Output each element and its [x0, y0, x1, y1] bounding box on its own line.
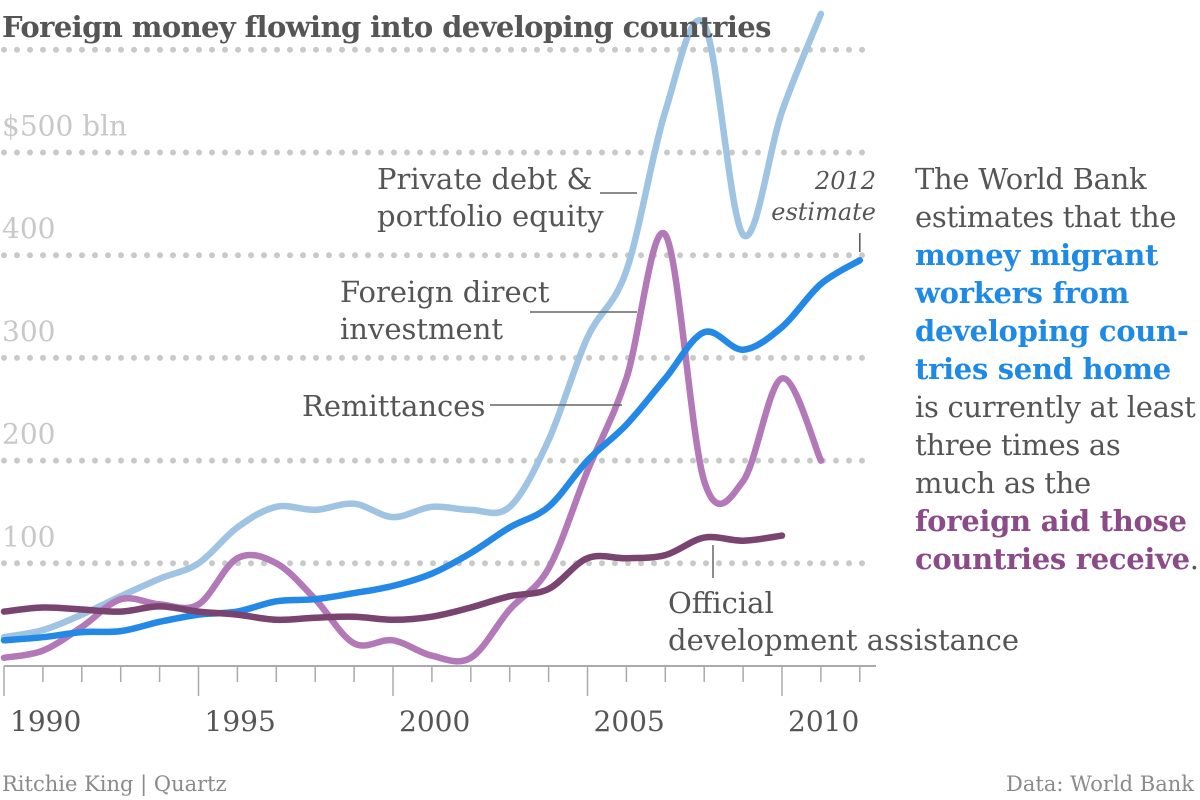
series-line-oda [0, 532, 786, 624]
series-label-oda: Official development assistance [668, 586, 1019, 657]
annotation-2012-estimate: 2012 estimate [771, 167, 876, 226]
annotation-text: The World Bank estimates that the money … [915, 160, 1200, 578]
y-axis-tick-labels: 100 200 300 400 $500 bln [2, 110, 127, 554]
annotation-highlight-remittances: money migrant workers from developing co… [915, 238, 1189, 386]
byline: Ritchie King | Quartz [2, 772, 227, 796]
x-axis: 1990 1995 2000 2005 2010 [3, 665, 876, 738]
series-label-private-debt: Private debt & portfolio equity [377, 162, 604, 233]
x-tick-label-1990: 1990 [10, 705, 81, 738]
y-tick-label-500: $500 bln [2, 110, 127, 143]
series-line-private-debt [0, 10, 825, 641]
annotation-highlight-foreign-aid: foreign aid those countries receive [915, 504, 1190, 576]
y-tick-label-100: 100 [2, 520, 55, 553]
y-tick-label-400: 400 [2, 212, 55, 245]
x-tick-label-2005: 2005 [594, 705, 665, 738]
series-label-remittances: Remittances [302, 389, 485, 423]
annotation-part-3: . [1189, 542, 1199, 576]
series-label-fdi: Foreign direct investment [340, 275, 550, 346]
series-line-remittances [0, 257, 864, 644]
x-tick-label-2010: 2010 [788, 705, 859, 738]
annotation-part-1: The World Bank estimates that the [915, 162, 1177, 234]
chart-title: Foreign money flowing into developing co… [2, 10, 771, 44]
x-tick-label-1995: 1995 [205, 705, 276, 738]
series-labels: Private debt & portfolio equity Foreign di… [302, 162, 1019, 657]
gridlines [1, 46, 875, 567]
annotation-part-2: is currently at least three times as muc… [915, 390, 1196, 500]
y-tick-label-200: 200 [2, 418, 55, 451]
data-source: Data: World Bank [1006, 772, 1194, 796]
y-tick-label-300: 300 [2, 315, 55, 348]
series-lines [0, 10, 864, 665]
x-tick-label-2000: 2000 [399, 705, 470, 738]
